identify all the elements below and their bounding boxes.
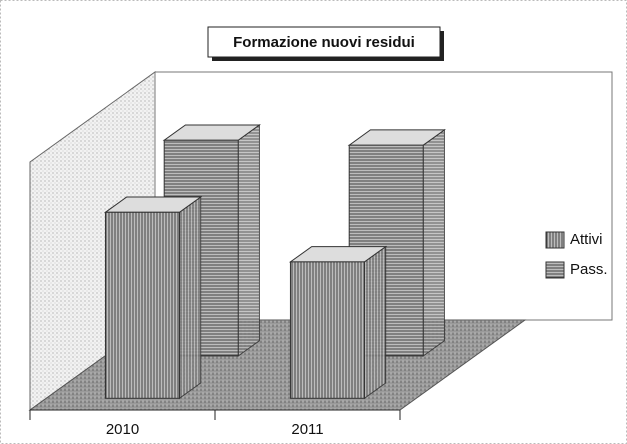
bar-side: [237, 123, 260, 357]
bar-side: [178, 196, 202, 400]
x-tick-label: 2011: [291, 421, 323, 438]
bar-side: [363, 245, 387, 400]
x-tick-label: 2010: [106, 421, 139, 438]
chart-title: Formazione nuovi residui: [233, 34, 415, 51]
bar-side: [422, 128, 445, 357]
legend-label: Attivi: [570, 231, 603, 248]
bar: [103, 196, 203, 400]
title-box: [207, 26, 441, 58]
bar-front: [289, 261, 365, 399]
legend-label: Pass.: [570, 261, 608, 278]
legend-swatch: [545, 261, 565, 279]
legend-swatch: [545, 231, 565, 249]
bar: [288, 245, 388, 400]
bar-front: [104, 211, 180, 399]
